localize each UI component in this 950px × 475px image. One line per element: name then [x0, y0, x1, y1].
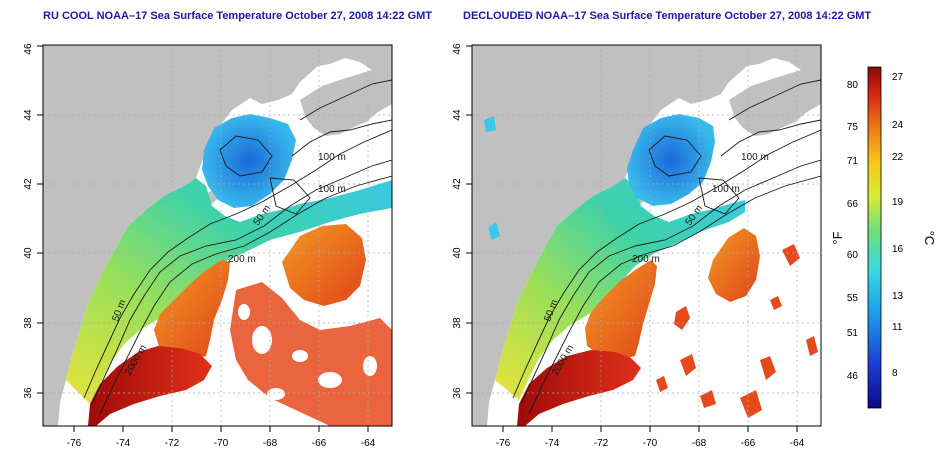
map-frame	[471, 44, 822, 427]
x-tick-label: -66	[312, 438, 327, 449]
y-axis-right: 36 38 40 42 44 46	[452, 43, 463, 399]
c-tick-label: 22	[892, 152, 904, 163]
hot-core	[88, 346, 212, 426]
c-tick-label: 27	[892, 72, 904, 83]
x-tick-label: -76	[67, 438, 82, 449]
bathymetry-contours	[83, 79, 392, 415]
warm-eddy	[708, 228, 760, 302]
x-axis-ticks-right	[466, 45, 798, 432]
x-tick-label: -76	[496, 438, 511, 449]
contour-label: 100 m	[741, 152, 769, 163]
map-title-right: DECLOUDED NOAA–17 Sea Surface Temperatur…	[463, 10, 872, 22]
y-tick-label: 44	[452, 109, 463, 121]
grid-lines	[43, 45, 392, 426]
f-tick-label: 51	[847, 328, 859, 339]
map-frame	[42, 44, 393, 427]
x-tick-label: -64	[361, 438, 376, 449]
x-axis-right: -76 -74 -72 -70 -68 -66 -64	[496, 438, 805, 449]
y-tick-label: 46	[452, 43, 463, 55]
gulf-of-maine-cold	[202, 114, 296, 208]
y-tick-label: 44	[23, 109, 34, 121]
y-tick-label: 38	[23, 317, 34, 329]
x-tick-label: -68	[263, 438, 278, 449]
grid-lines	[472, 45, 821, 426]
f-tick-label: 71	[847, 156, 859, 167]
y-tick-label: 42	[23, 178, 34, 190]
f-tick-label: 66	[847, 199, 859, 210]
y-tick-label: 36	[452, 387, 463, 399]
c-tick-label: 8	[892, 368, 898, 379]
x-tick-label: -70	[214, 438, 229, 449]
cold-patches	[484, 116, 500, 240]
shelf-water	[495, 178, 745, 400]
warm-eddy	[282, 224, 366, 306]
gulf-of-maine-cold	[627, 114, 715, 206]
x-axis-ticks-left	[37, 45, 369, 432]
f-tick-label: 80	[847, 80, 859, 91]
nova-scotia-land	[729, 66, 821, 136]
x-tick-label: -72	[165, 438, 180, 449]
warm-water	[154, 260, 230, 360]
celsius-unit-label: °C	[922, 231, 937, 246]
c-tick-label: 11	[892, 322, 903, 333]
x-tick-label: -66	[741, 438, 756, 449]
x-tick-label: -68	[692, 438, 707, 449]
celsius-ticks: 27 24 22 19 16 13 11 8	[892, 72, 904, 379]
shelf-water	[66, 178, 392, 404]
x-tick-label: -72	[594, 438, 609, 449]
y-tick-label: 42	[452, 178, 463, 190]
warm-water	[585, 260, 657, 360]
c-tick-label: 13	[892, 291, 904, 302]
fahrenheit-unit-label: °F	[830, 231, 845, 244]
map-title-left: RU COOL NOAA–17 Sea Surface Temperature …	[43, 10, 433, 22]
nova-scotia-land	[300, 66, 392, 136]
y-tick-label: 40	[452, 247, 463, 259]
x-axis-left: -76 -74 -72 -70 -68 -66 -64	[67, 438, 376, 449]
warm-patches	[656, 244, 818, 418]
map-panel-right: 100 m 100 m 50 m 200 m 50 m 2000 m -76 -…	[452, 43, 822, 449]
y-tick-label: 36	[23, 387, 34, 399]
y-tick-label: 40	[23, 247, 34, 259]
land-mass	[43, 45, 392, 426]
contour-label: 200 m	[228, 254, 256, 265]
f-tick-label: 55	[847, 293, 859, 304]
c-tick-label: 24	[892, 120, 904, 131]
f-tick-label: 60	[847, 250, 859, 261]
c-tick-label: 19	[892, 197, 904, 208]
fahrenheit-ticks: 80 75 71 66 60 55 51 46	[847, 80, 859, 382]
color-scale: 80 75 71 66 60 55 51 46 27 24 22 19 16 1…	[830, 66, 937, 409]
x-tick-label: -70	[643, 438, 658, 449]
f-tick-label: 75	[847, 122, 859, 133]
hot-core	[517, 350, 641, 426]
cloud-holes	[238, 304, 377, 400]
land-mass	[472, 45, 821, 426]
map-panel-left: 100 m 100 m 50 m 200 m 50 m 2000 m -76 -…	[23, 43, 393, 449]
color-scale-bar	[867, 66, 882, 409]
y-axis-left: 36 38 40 42 44 46	[23, 43, 34, 399]
contour-label: 100 m	[318, 184, 346, 195]
x-tick-label: -64	[790, 438, 805, 449]
c-tick-label: 16	[892, 244, 904, 255]
contour-label: 100 m	[712, 184, 740, 195]
y-tick-label: 38	[452, 317, 463, 329]
y-tick-label: 46	[23, 43, 34, 55]
x-tick-label: -74	[545, 438, 560, 449]
f-tick-label: 46	[847, 371, 859, 382]
bathymetry-contours	[512, 79, 821, 415]
contour-label: 200 m	[632, 254, 660, 265]
contour-label: 100 m	[318, 152, 346, 163]
x-tick-label: -74	[116, 438, 131, 449]
